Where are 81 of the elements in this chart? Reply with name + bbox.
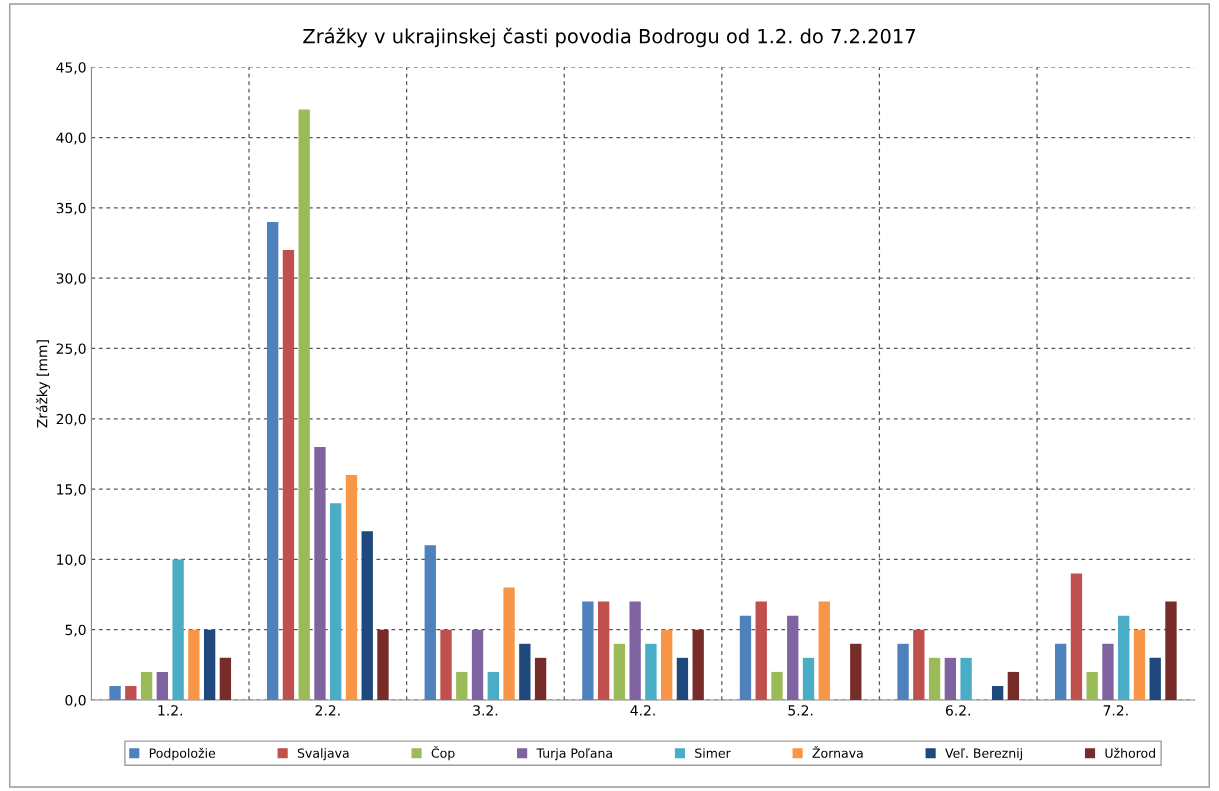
y-tick-label: 20,0 <box>56 413 86 426</box>
bar <box>629 601 641 701</box>
y-tick-label: 5,0 <box>65 624 86 637</box>
bar <box>298 109 310 701</box>
bar <box>787 615 799 701</box>
bar <box>534 657 547 701</box>
x-tick-label: 2.2. <box>315 705 340 716</box>
legend-label: Simer <box>695 748 731 758</box>
y-tick-label: 0,0 <box>65 695 86 707</box>
legend-label: Svaljava <box>297 748 349 761</box>
bar <box>266 221 279 701</box>
bar <box>1165 601 1177 701</box>
bar <box>960 657 972 701</box>
bar <box>424 545 436 701</box>
bar <box>1102 643 1114 701</box>
bar <box>219 657 232 701</box>
legend-label: Podpoložie <box>149 747 216 761</box>
bar <box>676 657 689 701</box>
y-axis-title: Zrážky [mm] <box>36 340 51 428</box>
bar <box>582 601 594 701</box>
bar <box>1070 573 1083 701</box>
legend-label: Užhorod <box>1105 747 1155 758</box>
bar <box>456 671 468 701</box>
bar <box>282 250 295 701</box>
bar <box>1086 671 1098 701</box>
x-tick-label: 1.2. <box>158 705 182 716</box>
x-tick-label: 3.2. <box>473 705 498 716</box>
bar <box>188 629 200 701</box>
y-tick-label: 35,0 <box>56 202 86 215</box>
x-tick-label: 4.2. <box>630 705 655 716</box>
bar <box>440 629 452 701</box>
bar <box>1118 615 1130 701</box>
bar <box>755 601 767 701</box>
bar <box>928 657 941 701</box>
y-tick-label: 30,0 <box>56 273 86 286</box>
legend-label: Žornava <box>812 746 863 758</box>
y-tick-label: 25,0 <box>56 343 86 356</box>
bar <box>1133 629 1146 701</box>
bar <box>345 475 358 701</box>
bar <box>660 629 673 701</box>
bar <box>1007 671 1020 701</box>
bar <box>203 629 216 701</box>
bar <box>156 671 169 701</box>
bar <box>330 503 342 701</box>
bar <box>172 559 184 701</box>
x-tick-label: 6.2. <box>945 705 970 716</box>
bar <box>125 685 137 701</box>
bar <box>771 671 783 701</box>
legend-label: Čop <box>431 746 455 761</box>
bar <box>818 601 830 701</box>
y-tick-label: 10,0 <box>57 554 86 567</box>
bar <box>1054 643 1067 701</box>
bar <box>739 615 752 701</box>
y-tick-label: 40,0 <box>56 132 86 145</box>
y-tick-label: 15,0 <box>57 484 86 496</box>
bar <box>1149 657 1161 701</box>
bar <box>897 643 909 701</box>
bar <box>503 587 515 701</box>
bar <box>944 657 957 701</box>
bar <box>613 643 626 701</box>
bar <box>361 531 373 701</box>
bar <box>645 643 657 701</box>
chart-title: Zrážky v ukrajinskej časti povodia Bodrogu od 1.2. do 7.2.2017 <box>303 27 915 48</box>
bar <box>913 629 925 701</box>
bar <box>991 685 1004 701</box>
bar <box>487 671 499 701</box>
bar <box>802 657 815 701</box>
legend-label: Turja Poľana <box>536 748 612 761</box>
bar <box>140 671 153 701</box>
bar <box>109 685 121 701</box>
bar <box>377 629 389 701</box>
bar <box>850 643 862 701</box>
x-tick-label: 7.2. <box>1103 705 1128 716</box>
bar <box>692 629 704 701</box>
y-tick-label: 45,0 <box>56 62 86 75</box>
bar <box>597 601 610 701</box>
bar <box>471 629 484 701</box>
x-tick-label: 5.2. <box>788 705 813 716</box>
bar <box>314 446 326 701</box>
bar <box>519 643 531 701</box>
legend-label: Veľ. Bereznij <box>945 748 1022 761</box>
